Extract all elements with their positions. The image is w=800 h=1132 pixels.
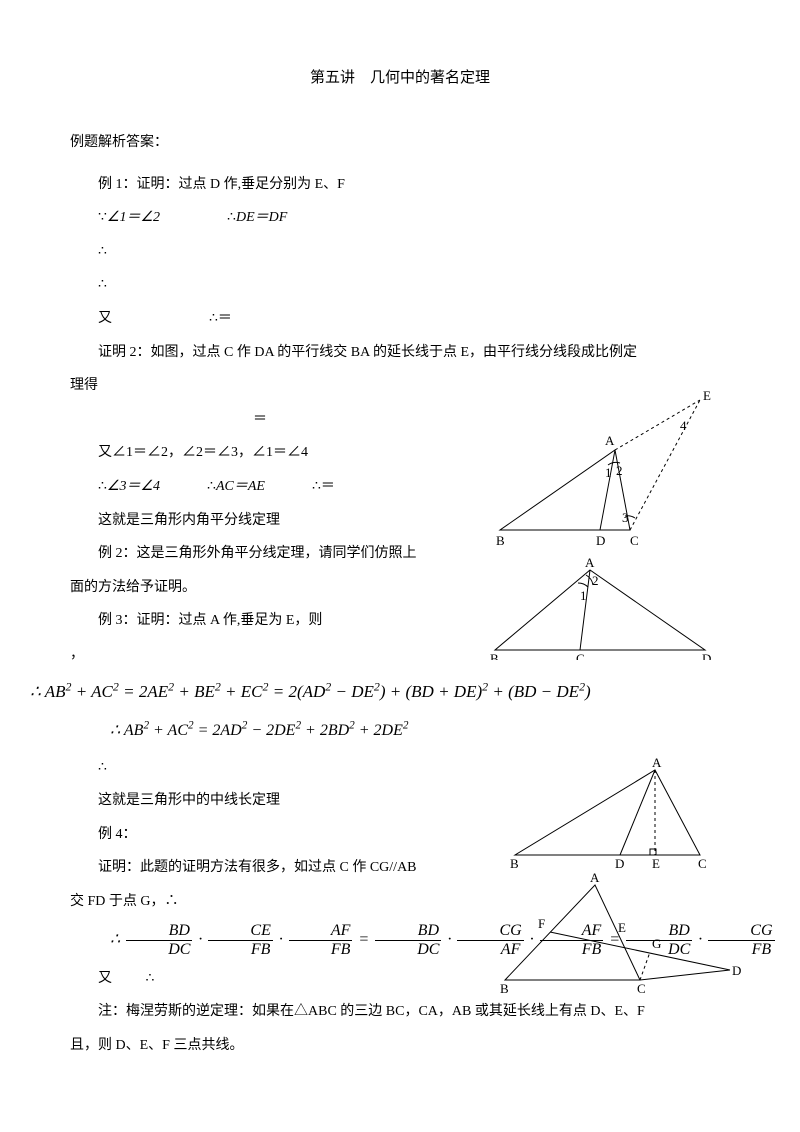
page-title: 第五讲 几何中的著名定理 [70, 60, 730, 96]
d3-A: A [652, 755, 662, 770]
d4-D: D [732, 963, 741, 978]
diagram-1: B D C A E 1 2 3 4 [480, 390, 730, 550]
diagram-2: B C D A 1 2 [480, 555, 730, 660]
d4-A: A [590, 870, 600, 885]
d4-B: B [500, 981, 509, 995]
d4-C: C [637, 981, 646, 995]
d3-E: E [652, 856, 660, 870]
diagram-4: B C D A F E G [490, 870, 750, 995]
d4-G: G [652, 936, 661, 951]
d2-B: B [490, 651, 499, 660]
ex1-eq34: ∠3＝∠4 [107, 479, 160, 494]
d1-B: B [496, 533, 505, 548]
d3-B: B [510, 856, 519, 870]
ex4-note1: 注：梅涅劳斯的逆定理：如果在△ABC 的三边 BC，CA，AB 或其延长线上有点… [70, 995, 730, 1029]
section-header: 例题解析答案： [70, 126, 730, 160]
d1-D: D [596, 533, 605, 548]
ex1-acae: AC＝AE [216, 479, 265, 494]
ex1-line2: ∵∠1＝∠2 ∴DE＝DF [70, 201, 730, 235]
ex1-eq-a: ∠1＝∠2 [107, 210, 160, 225]
ex1-therefore2: ∴ [70, 268, 730, 302]
d2-1: 1 [580, 588, 587, 603]
d3-C: C [698, 856, 707, 870]
ex3-eq1: ∴ AB2 + AC2 = 2AE2 + BE2 + EC2 = 2(AD2 −… [30, 672, 730, 713]
ex1-you: 又 [98, 311, 112, 326]
ex4-note2: 且，则 D、E、F 三点共线。 [70, 1029, 730, 1063]
ex2-line1: 例 2：这是三角形外角平分线定理，请同学们仿照上 [70, 537, 460, 571]
ex1-eq-b: DE＝DF [236, 210, 287, 225]
d2-A: A [585, 555, 595, 570]
ex1-angles: 又∠1＝∠2，∠2＝∠3，∠1＝∠4 [98, 445, 308, 460]
ex1-proof2-1: 证明 2：如图，过点 C 作 DA 的平行线交 BA 的延长线于点 E，由平行线… [70, 336, 730, 370]
d1-E: E [703, 390, 711, 403]
ex1-line1: 例 1：证明：过点 D 作,垂足分别为 E、F [70, 168, 730, 202]
d1-C: C [630, 533, 639, 548]
d2-C: C [576, 651, 585, 660]
d1-2: 2 [616, 463, 623, 478]
diagram-3: B D E C A [500, 755, 720, 870]
ex1-eq-center: ＝ [70, 403, 450, 437]
ex4-line1: 证明：此题的证明方法有很多，如过点 C 作 CG//AB [70, 851, 460, 885]
d2-D: D [702, 651, 711, 660]
d4-F: F [538, 916, 545, 931]
d3-D: D [615, 856, 624, 870]
ex1-therefore1: ∴ [70, 235, 730, 269]
ex3-eq2: ∴ AB2 + AC2 = 2AD2 − 2DE2 + 2BD2 + 2DE2 [70, 712, 730, 750]
ex1-line3: 又 ∴＝ [70, 302, 730, 336]
d4-E: E [618, 920, 626, 935]
d2-2: 2 [592, 573, 599, 588]
d1-A: A [605, 433, 615, 448]
ex4-you: 又 [98, 971, 112, 986]
d1-1: 1 [605, 465, 612, 480]
d1-3: 3 [622, 510, 629, 525]
d1-4: 4 [680, 418, 687, 433]
